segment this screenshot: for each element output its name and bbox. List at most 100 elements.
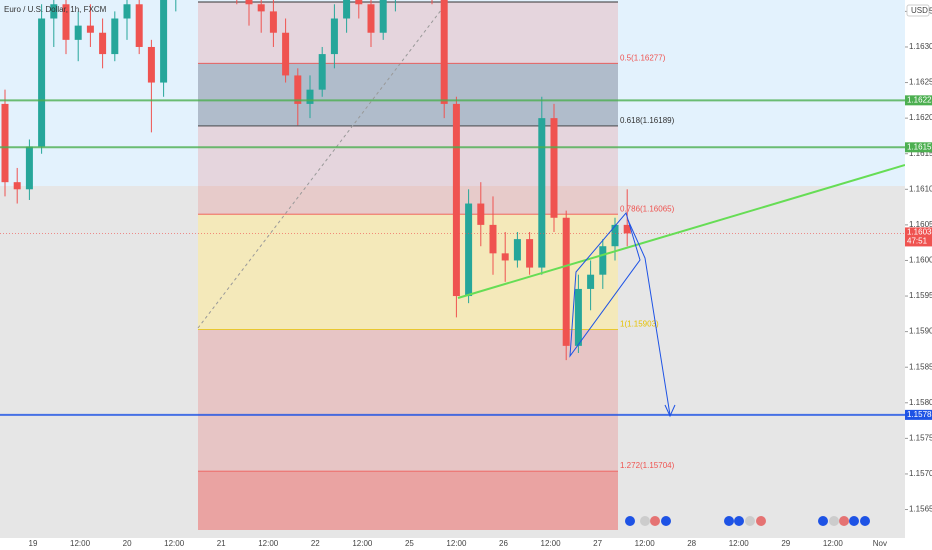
- fib-band: [198, 471, 618, 530]
- y-tick-label: 1.15850: [909, 362, 932, 371]
- x-tick-label: 12:00: [164, 539, 185, 548]
- x-tick-label: 27: [593, 539, 602, 548]
- candle-body: [160, 0, 168, 83]
- y-tick-label: 1.15700: [909, 469, 932, 478]
- x-tick-label: 21: [217, 539, 226, 548]
- y-tick-label: 1.15800: [909, 398, 932, 407]
- candle-body: [135, 4, 143, 47]
- candle-body: [550, 118, 558, 218]
- x-tick-label: 12:00: [70, 539, 91, 548]
- candle-body: [440, 0, 448, 104]
- time-axis: [0, 538, 905, 550]
- y-tick-label: 1.15750: [909, 433, 932, 442]
- x-tick-label: Nov: [873, 539, 887, 548]
- countdown-label: 47:51: [907, 237, 928, 246]
- plot-area: 0.5(1.16277) 0.618(1.16189) 0.786(1.16065)…: [0, 0, 905, 538]
- y-tick-label: 1.16000: [909, 256, 932, 265]
- candle-body: [526, 239, 534, 268]
- trend-line: [457, 164, 905, 299]
- y-tick-label: 1.16200: [909, 113, 932, 122]
- candle-body: [147, 46, 155, 83]
- x-tick-label: 29: [781, 539, 790, 548]
- candles: [1, 0, 631, 361]
- candle-body: [513, 239, 521, 261]
- fib-trend-line: [197, 4, 446, 329]
- candle-body: [367, 4, 375, 33]
- x-tick-label: 12:00: [352, 539, 373, 548]
- y-tick-label: 1.15950: [909, 291, 932, 300]
- x-tick-label: 12:00: [635, 539, 656, 548]
- fib-level-label: 1.272(1.15704): [620, 461, 675, 470]
- candle-body: [111, 18, 119, 55]
- currency-box: [906, 4, 930, 17]
- candle-body: [379, 0, 387, 33]
- x-tick-label: 12:00: [446, 539, 467, 548]
- candle-body: [623, 224, 631, 234]
- candle-body: [245, 0, 253, 5]
- price-box-label: 1.16159: [907, 142, 932, 151]
- candle-body: [62, 4, 70, 40]
- candle-body: [477, 203, 485, 225]
- price-box-label: 1.15783: [907, 410, 932, 419]
- x-tick-label: 28: [687, 539, 696, 548]
- fib-band: [198, 214, 618, 330]
- candle-body: [1, 103, 9, 183]
- x-tick-label: 25: [405, 539, 414, 548]
- candle-body: [25, 146, 33, 190]
- candle-body: [269, 11, 277, 33]
- price-levels: [0, 99, 905, 416]
- candle-body: [574, 288, 582, 346]
- x-tick-label: 26: [499, 539, 508, 548]
- x-tick-label: 12:00: [258, 539, 279, 548]
- candle-body: [489, 224, 497, 254]
- price-axis: [905, 0, 932, 550]
- event-icons: [625, 516, 870, 526]
- x-tick-label: 12:00: [541, 539, 562, 548]
- x-tick-label: 12:00: [823, 539, 844, 548]
- x-tick-label: 22: [311, 539, 320, 548]
- candle-body: [318, 54, 326, 90]
- candle-body: [74, 25, 82, 40]
- candle-body: [562, 217, 570, 346]
- price-box: [905, 95, 932, 106]
- candle-body: [452, 103, 460, 297]
- candle-body: [38, 18, 46, 147]
- projection-arrow: [627, 219, 671, 416]
- fib-band: [198, 2, 618, 64]
- candle-body: [465, 203, 473, 297]
- candle-body: [13, 182, 21, 190]
- y-tick-label: 1.15650: [909, 505, 932, 514]
- candle-body: [599, 246, 607, 275]
- fib-level-label: 0.786(1.16065): [620, 204, 675, 213]
- candle-body: [611, 224, 619, 247]
- chart-title: Euro / U.S. Dollar, 1h, FXCM: [4, 5, 107, 14]
- price-box-label: 1.16225: [907, 95, 932, 104]
- candle-body: [257, 4, 265, 12]
- blue-zone: [0, 0, 905, 186]
- candle-body: [501, 253, 509, 261]
- candle-body: [50, 4, 58, 19]
- price-box: [905, 142, 932, 153]
- y-tick-label: 1.16250: [909, 78, 932, 87]
- candle-body: [355, 0, 363, 5]
- fib-level-label: 0.5(1.16277): [620, 53, 666, 62]
- last-price-label: 1.16038: [907, 228, 932, 237]
- candle-body: [99, 32, 107, 55]
- y-tick-label: 1.15900: [909, 327, 932, 336]
- axes: 1.163501.163001.162501.162001.161501.161…: [29, 4, 932, 548]
- channel: [569, 211, 641, 358]
- candle-body: [587, 274, 595, 289]
- candle-body: [282, 32, 290, 76]
- fib-band: [198, 125, 618, 215]
- x-tick-label: 19: [29, 539, 38, 548]
- x-tick-label: 20: [123, 539, 132, 548]
- y-tick-label: 1.16050: [909, 220, 932, 229]
- candle-body: [538, 118, 546, 268]
- y-tick-label: 1.16150: [909, 149, 932, 158]
- price-box: [905, 409, 932, 420]
- candle-body: [123, 4, 131, 19]
- fib-band: [198, 63, 618, 126]
- candle-body: [306, 89, 314, 104]
- candle-body: [330, 18, 338, 55]
